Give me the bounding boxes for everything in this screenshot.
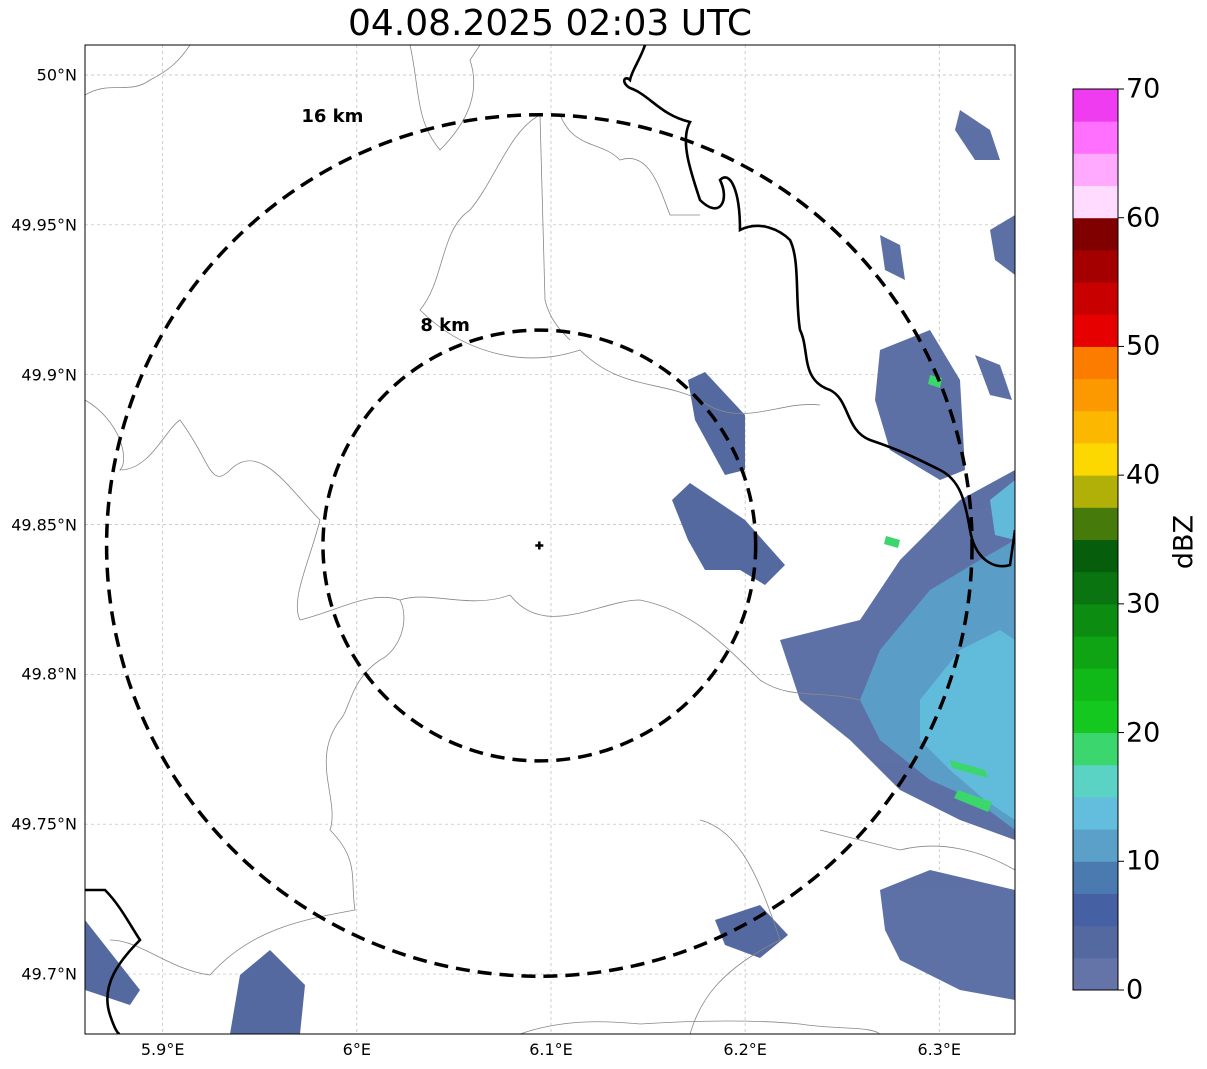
colorbar-segment	[1073, 282, 1118, 315]
colorbar-segment	[1073, 121, 1118, 154]
colorbar-segment	[1073, 764, 1118, 798]
colorbar-tick-label: 30	[1126, 588, 1161, 620]
lat-tick-label: 49.8°N	[21, 664, 77, 684]
lon-tick-label: 6°E	[342, 1040, 371, 1059]
radar-site-marker	[535, 541, 544, 550]
colorbar-tick-label: 60	[1126, 202, 1161, 234]
lon-tick-label: 6.1°E	[529, 1040, 573, 1059]
colorbar-tick-label: 50	[1126, 330, 1161, 362]
range-ring-label: 16 km	[301, 105, 364, 127]
range-ring	[104, 112, 974, 978]
colorbar-segment	[1073, 475, 1118, 508]
lat-tick-label: 49.75°N	[11, 814, 77, 834]
colorbar-tick-label: 70	[1126, 73, 1161, 105]
colorbar	[1072, 88, 1124, 991]
colorbar-segment	[1073, 346, 1118, 380]
colorbar-segment	[1073, 571, 1118, 605]
lon-tick-label: 6.3°E	[917, 1040, 962, 1059]
colorbar-segment	[1073, 217, 1118, 251]
echo-south	[85, 905, 788, 1034]
colorbar-segment	[1073, 442, 1118, 476]
colorbar-segment	[1073, 861, 1118, 894]
colorbar-segment	[1073, 185, 1118, 219]
range-ring	[321, 328, 758, 763]
colorbar-segment	[1073, 378, 1118, 412]
lat-tick-label: 49.7°N	[21, 964, 77, 984]
colorbar-segment	[1073, 925, 1118, 959]
lat-tick-label: 49.9°N	[21, 365, 77, 385]
colorbar-segment	[1073, 700, 1118, 734]
map-frame	[84, 44, 1016, 1035]
colorbar-segment	[1073, 636, 1118, 669]
colorbar-segment	[1073, 668, 1118, 701]
colorbar-segment	[1073, 603, 1118, 637]
colorbar-segment	[1073, 829, 1118, 862]
lat-tick-label: 49.85°N	[11, 515, 77, 534]
range-ring-label: 8 km	[420, 314, 470, 336]
colorbar-segment	[1073, 539, 1118, 573]
colorbar-segment	[1073, 249, 1118, 283]
colorbar-tick-label: 10	[1126, 845, 1161, 877]
colorbar-segment	[1073, 732, 1118, 766]
range-rings	[104, 112, 974, 978]
colorbar-segment	[1073, 957, 1118, 991]
colorbar-segment	[1073, 796, 1118, 830]
colorbar-frame	[1072, 88, 1119, 991]
colorbar-unit-label: dBZ	[1168, 514, 1200, 570]
border-lines	[85, 45, 1015, 1034]
echo-cluster-east-cyan	[920, 480, 1015, 820]
lon-tick-label: 6.2°E	[723, 1040, 767, 1059]
lat-tick-label: 49.95°N	[11, 215, 77, 235]
lat-tick-label: 50°N	[36, 65, 77, 85]
colorbar-tick-label: 0	[1126, 974, 1144, 1006]
colorbar-tick-label: 20	[1126, 717, 1161, 749]
colorbar-segment	[1073, 314, 1118, 347]
colorbar-segment	[1073, 410, 1118, 444]
colorbar-segment	[1073, 507, 1118, 540]
colorbar-segment	[1073, 893, 1118, 927]
map-title: 04.08.2025 02:03 UTC	[347, 3, 753, 44]
lon-tick-label: 5.9°E	[140, 1040, 185, 1059]
colorbar-tick-label: 40	[1126, 459, 1161, 491]
colorbar-segment	[1073, 89, 1118, 122]
colorbar-segment	[1073, 153, 1118, 187]
